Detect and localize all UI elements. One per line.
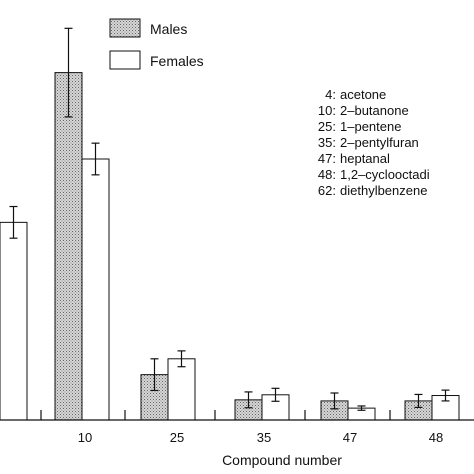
error-bar-males-25 [150,358,159,392]
key-name-5: 1,2–cyclooctadi [340,167,430,182]
x-tick-label-25: 25 [170,430,184,445]
x-tick-label-35: 35 [257,430,271,445]
error-bar-females-47 [357,405,366,411]
x-axis-label: Compound number [222,452,342,468]
key-name-3: 2–pentylfuran [340,135,419,150]
bar-females-4 [0,221,28,421]
error-bar-males-47 [330,392,339,410]
error-bar-females-10 [91,142,100,176]
legend: Males Females [109,18,204,70]
error-bar-females-4 [9,205,18,239]
key-number-6: 62: [318,183,336,198]
error-bars-layer [9,27,450,411]
key-number-0: 4: [325,87,336,102]
key-number-3: 35: [318,135,336,150]
x-tick-label-48: 48 [429,430,443,445]
compound-key: 4: acetone 10: 2–butanone 25: 1–pentene 35: 2–p… [318,87,430,198]
bar-females-10 [81,158,110,421]
error-bar-females-35 [271,387,280,402]
key-name-1: 2–butanone [340,103,409,118]
error-bar-males-48 [414,393,423,408]
x-tick-label-47: 47 [343,430,357,445]
key-number-2: 25: [318,119,336,134]
error-bar-males-35 [244,391,253,409]
legend-swatch-females [109,50,141,70]
key-name-4: heptanal [340,151,390,166]
legend-label-males: Males [150,21,187,37]
key-number-4: 47: [318,151,336,166]
x-tick-label-10: 10 [78,430,92,445]
key-number-5: 48: [318,167,336,182]
bar-females-25 [167,358,196,421]
key-name-6: diethylbenzene [340,183,427,198]
error-bar-males-10 [64,27,73,118]
legend-label-females: Females [150,53,204,69]
x-axis-ticks [40,410,391,420]
error-bar-females-25 [177,350,186,368]
x-axis-tick-labels: 10 25 35 47 48 [78,430,443,445]
legend-swatch-males [109,18,141,38]
key-name-2: 1–pentene [340,119,401,134]
key-number-1: 10: [318,103,336,118]
key-name-0: acetone [340,87,386,102]
error-bar-females-48 [441,389,450,402]
bar-males-10 [54,72,83,421]
